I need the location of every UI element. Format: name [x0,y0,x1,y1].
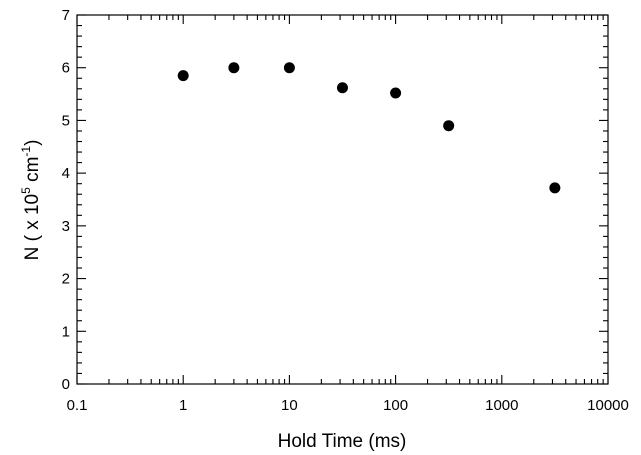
y-axis-title-middle: cm [22,157,43,188]
data-point [443,120,455,132]
x-tick-label: 10000 [587,397,629,414]
x-tick-label: 1000 [485,397,518,414]
data-point [336,82,348,94]
y-tick-label: 0 [62,376,70,393]
x-tick-label: 1 [179,397,187,414]
x-axis-title: Hold Time (ms) [278,431,407,452]
x-tick-label: 0.1 [67,397,88,414]
y-axis-title-prefix: N ( x 10 [22,194,43,261]
y-axis-title-exp2: -1 [19,146,33,157]
x-tick-label: 100 [383,397,408,414]
y-tick-label: 2 [62,271,70,288]
y-tick-label: 3 [62,218,70,235]
y-axis-title-suffix: ) [22,140,43,146]
plot-frame [76,14,609,385]
y-tick-labels: 0 1 2 3 4 5 6 7 [62,7,70,393]
y-tick-label: 6 [62,60,70,77]
axis-ticks [76,14,609,385]
y-tick-label: 4 [62,165,70,182]
y-tick-label: 7 [62,7,70,24]
data-point [177,70,189,82]
data-points [177,62,561,194]
x-tick-labels: 0.1 1 10 100 1000 10000 [67,397,629,414]
data-point [283,62,295,74]
y-axis-title: N ( x 105 cm-1) [19,140,43,261]
data-point [390,87,402,99]
y-tick-label: 5 [62,112,70,129]
data-point [549,182,561,194]
y-tick-label: 1 [62,323,70,340]
data-point [228,62,240,74]
y-axis-title-exp1: 5 [19,187,33,194]
x-tick-label: 10 [281,397,298,414]
